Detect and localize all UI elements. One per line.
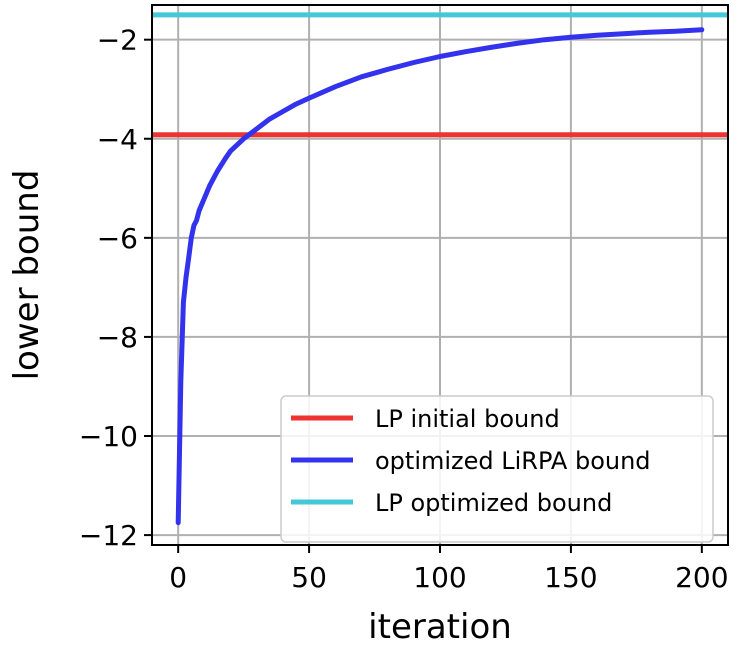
y-tick-label: −10: [79, 420, 138, 453]
axis-ticks: 0 50 100 150 200 −12 −10 −8 −6 −4 −2: [79, 24, 729, 594]
legend-box: [280, 395, 714, 543]
legend-label: LP optimized bound: [375, 489, 612, 517]
x-tick-label: 150: [544, 561, 597, 594]
legend-label: optimized LiRPA bound: [375, 447, 651, 475]
y-tick-label: −6: [97, 222, 138, 255]
y-tick-label: −2: [97, 24, 138, 57]
legend-label: LP initial bound: [375, 405, 560, 433]
x-tick-label: 200: [675, 561, 728, 594]
x-axis-label: iteration: [368, 607, 512, 647]
series-optimized-lirpa-bound-line: [175, 27, 705, 526]
y-tick-label: −12: [79, 519, 138, 552]
plot-series: [153, 12, 727, 526]
y-axis-label: lower bound: [7, 170, 47, 381]
y-tick-label: −8: [97, 321, 138, 354]
x-tick-label: 100: [413, 561, 466, 594]
y-tick-label: −4: [97, 123, 138, 156]
x-tick-label: 0: [169, 561, 187, 594]
x-tick-label: 50: [291, 561, 327, 594]
legend: LP initial bound optimized LiRPA bound LP …: [280, 395, 714, 543]
